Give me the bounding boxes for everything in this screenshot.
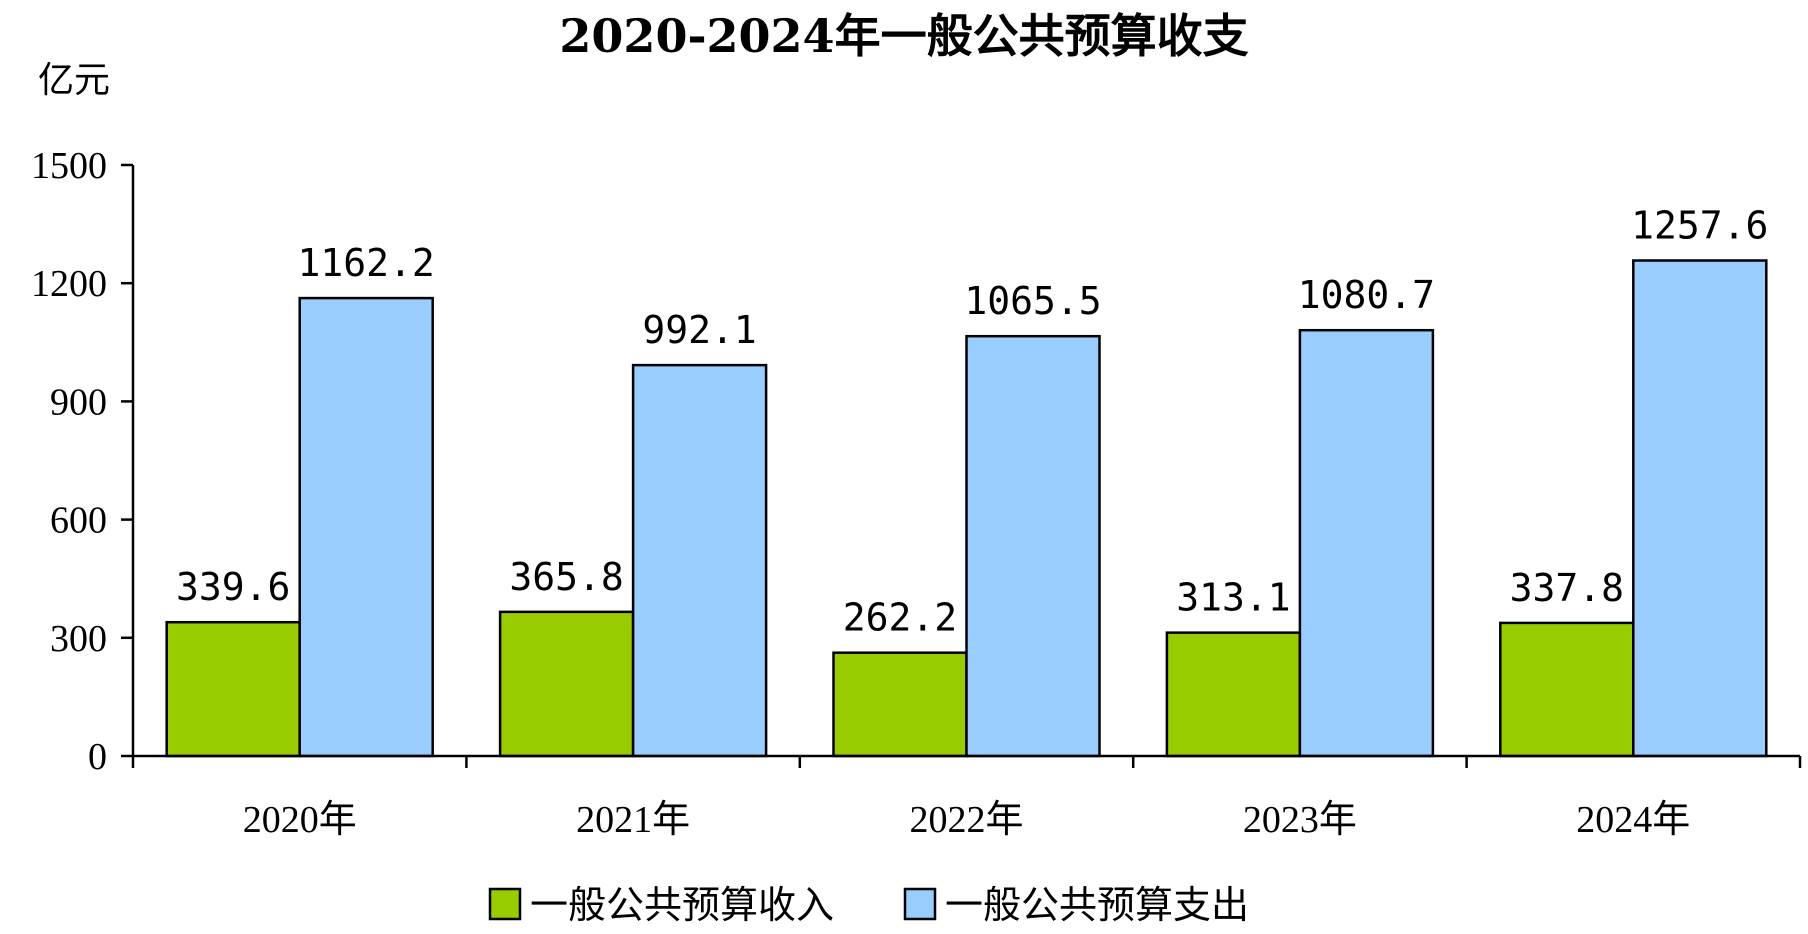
bar-series-1-1 xyxy=(631,363,768,758)
value-label: 262.2 xyxy=(843,596,957,640)
chart-title: 2020-2024年一般公共预算收支 xyxy=(559,9,1248,63)
axes-layer: 0 300 600 900 1200 1500 2020年 2021年 2022年 2023年 20… xyxy=(31,145,1802,841)
bar-series-1-2 xyxy=(965,334,1101,758)
value-label: 337.8 xyxy=(1510,566,1624,610)
x-category-label: 2024年 xyxy=(1576,799,1690,841)
bars-layer: 339.6 365.8 262.2 313.1 337.8 1162.2 992.1 1065… xyxy=(165,204,1768,758)
value-label: 992.1 xyxy=(642,308,756,352)
legend-label-1: 一般公共预算支出 xyxy=(945,883,1249,927)
bar-series-1-3 xyxy=(1298,328,1435,758)
legend: 一般公共预算收入 一般公共预算支出 xyxy=(488,883,1249,927)
y-tick-label: 900 xyxy=(50,381,107,423)
legend-swatch-1 xyxy=(903,887,937,921)
y-tick-label: 600 xyxy=(50,500,107,542)
bar-series-1-0 xyxy=(298,296,434,758)
y-tick-label: 1200 xyxy=(31,263,107,305)
value-label: 1257.6 xyxy=(1631,204,1768,248)
x-category-label: 2021年 xyxy=(576,799,690,841)
y-tick-label: 300 xyxy=(50,618,107,660)
legend-swatch-0 xyxy=(488,887,522,921)
x-category-label: 2020年 xyxy=(243,799,357,841)
bar-series-0-0 xyxy=(165,620,301,758)
bar-series-0-3 xyxy=(1165,631,1302,758)
bar-series-0-2 xyxy=(832,651,968,758)
value-label: 339.6 xyxy=(176,565,290,609)
value-label: 1162.2 xyxy=(298,241,435,285)
bar-series-0-1 xyxy=(498,610,635,758)
y-tick-label: 1500 xyxy=(31,145,107,187)
x-category-label: 2022年 xyxy=(909,799,1023,841)
bar-series-1-4 xyxy=(1632,259,1768,758)
legend-label-0: 一般公共预算收入 xyxy=(530,883,834,927)
value-label: 1080.7 xyxy=(1298,273,1435,317)
bar-series-0-4 xyxy=(1499,621,1635,758)
y-axis-unit-label: 亿元 xyxy=(38,60,110,101)
y-tick-label: 0 xyxy=(88,736,107,778)
value-label: 313.1 xyxy=(1176,576,1290,620)
value-label: 1065.5 xyxy=(964,279,1101,323)
value-label: 365.8 xyxy=(509,555,623,599)
x-category-label: 2023年 xyxy=(1243,799,1357,841)
